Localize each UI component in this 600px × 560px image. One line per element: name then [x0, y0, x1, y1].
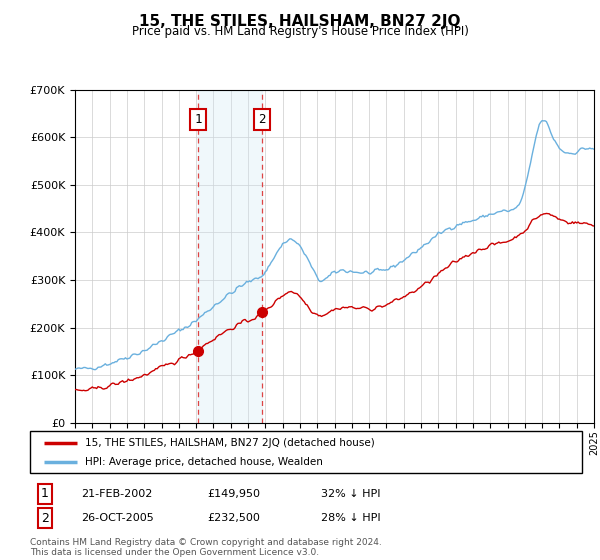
Text: 26-OCT-2005: 26-OCT-2005: [81, 513, 154, 523]
Text: £232,500: £232,500: [207, 513, 260, 523]
Text: 1: 1: [194, 113, 202, 126]
Text: Contains HM Land Registry data © Crown copyright and database right 2024.
This d: Contains HM Land Registry data © Crown c…: [30, 538, 382, 557]
Text: 21-FEB-2002: 21-FEB-2002: [81, 489, 152, 499]
Text: 32% ↓ HPI: 32% ↓ HPI: [321, 489, 380, 499]
Text: 2: 2: [259, 113, 266, 126]
Bar: [198, 90, 262, 423]
Text: 15, THE STILES, HAILSHAM, BN27 2JQ: 15, THE STILES, HAILSHAM, BN27 2JQ: [139, 14, 461, 29]
Text: 1: 1: [41, 487, 49, 501]
Text: Price paid vs. HM Land Registry's House Price Index (HPI): Price paid vs. HM Land Registry's House …: [131, 25, 469, 38]
Text: 15, THE STILES, HAILSHAM, BN27 2JQ (detached house): 15, THE STILES, HAILSHAM, BN27 2JQ (deta…: [85, 438, 375, 448]
Text: HPI: Average price, detached house, Wealden: HPI: Average price, detached house, Weal…: [85, 458, 323, 467]
FancyBboxPatch shape: [30, 431, 582, 473]
Text: 28% ↓ HPI: 28% ↓ HPI: [321, 513, 380, 523]
Text: £149,950: £149,950: [207, 489, 260, 499]
Text: 2: 2: [41, 511, 49, 525]
